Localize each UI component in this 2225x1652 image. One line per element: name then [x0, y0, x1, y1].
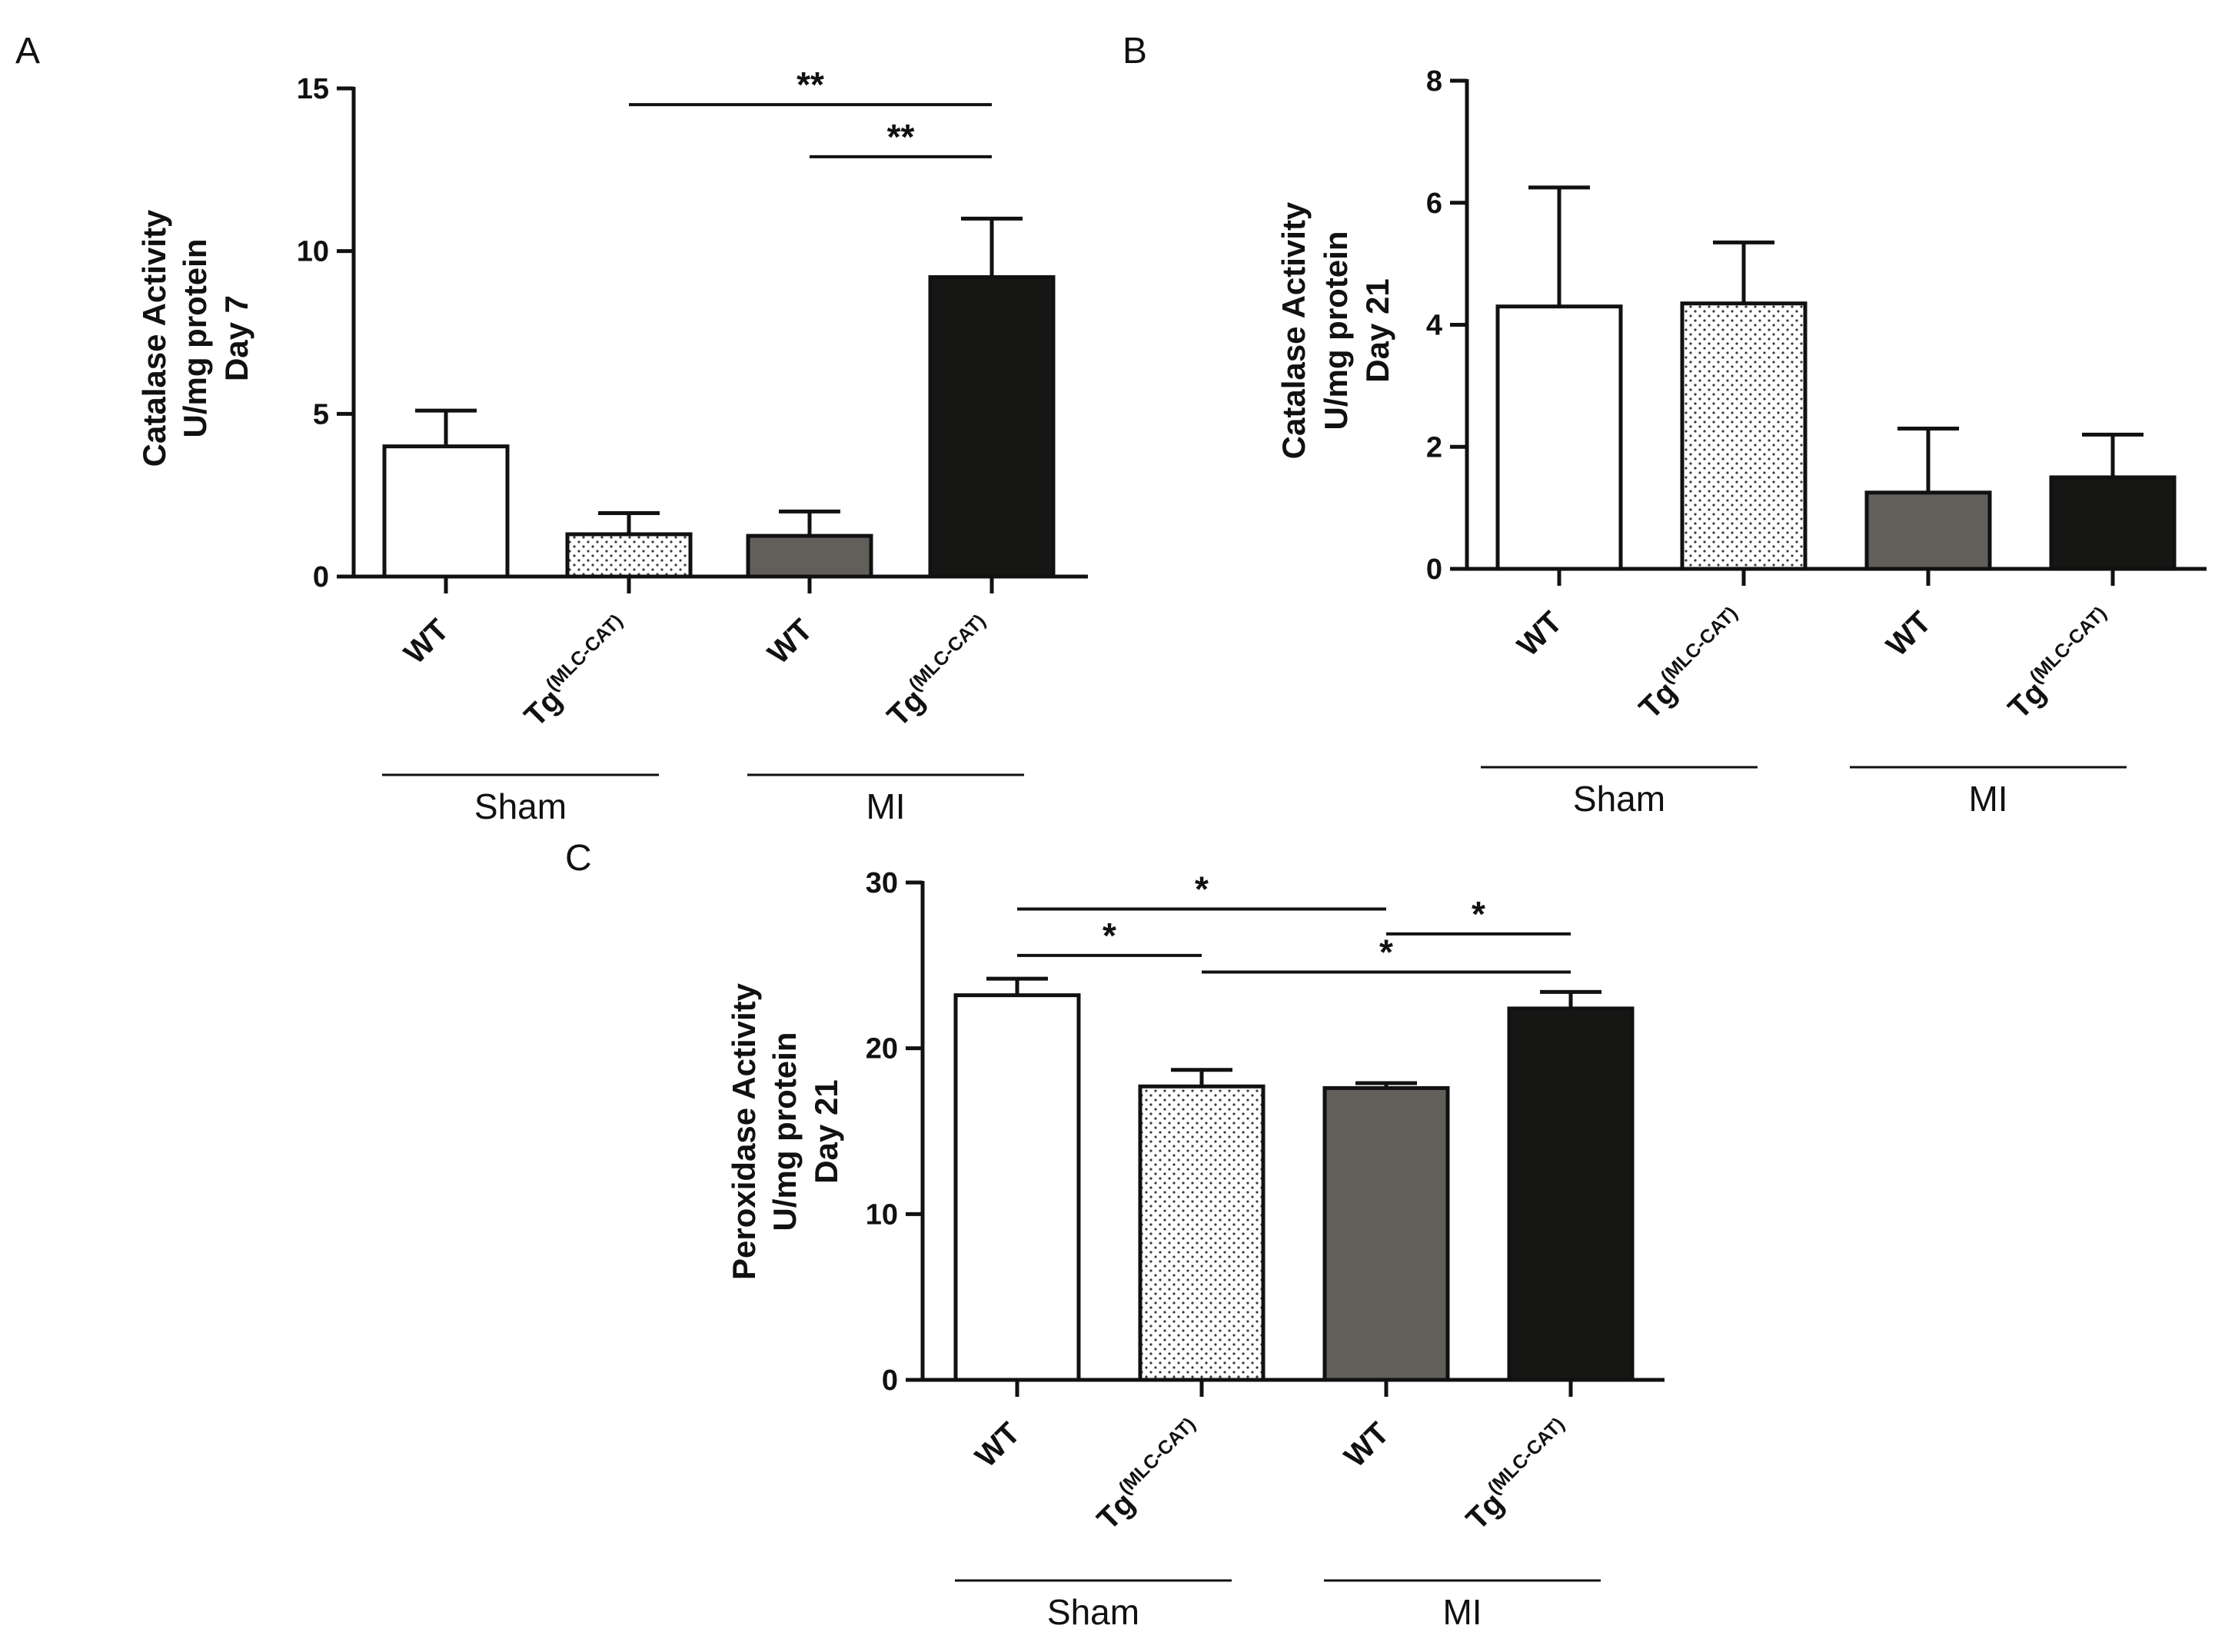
bar-c-3 [1322, 1085, 1450, 1382]
bar-c-1 [953, 993, 1081, 1382]
x-label-superscript-b-4: (MLC-CAT) [2026, 603, 2111, 688]
chart-panel-c: C Peroxidase Activity U/mg protein Day 21 0 1… [565, 838, 1665, 1632]
x-label-a-4: Tg(MLC-CAT) [878, 610, 1001, 733]
y-tick-label-c-30: 30 [866, 867, 898, 899]
x-label-name-b-1: WT [1511, 605, 1568, 663]
group-label-b-mi: MI [1968, 779, 2007, 819]
x-label-superscript-a-4: (MLC-CAT) [905, 610, 990, 696]
x-label-c-3: WT [1338, 1416, 1395, 1474]
y-axis-label-b-line-1: Catalase Activity [1275, 201, 1312, 459]
significance-label-c-3: * [1472, 894, 1485, 934]
x-label-superscript-c-2: (MLC-CAT) [1115, 1414, 1200, 1499]
x-label-superscript-c-4: (MLC-CAT) [1484, 1414, 1569, 1499]
y-tick-label-a-10: 10 [297, 236, 329, 268]
x-label-a-2: Tg(MLC-CAT) [515, 610, 638, 733]
x-label-b-1: WT [1511, 605, 1568, 663]
significance-label-a-2: ** [887, 117, 915, 157]
group-label-c-sham: Sham [1047, 1592, 1139, 1632]
group-label-b-sham: Sham [1573, 779, 1665, 819]
bar-a-2 [565, 532, 693, 579]
significance-label-c-4: * [1379, 932, 1393, 972]
x-label-name-a-3: WT [761, 613, 819, 670]
x-label-b-2: Tg(MLC-CAT) [1630, 603, 1753, 726]
x-label-b-4: Tg(MLC-CAT) [1999, 603, 2122, 726]
y-tick-label-b-2: 2 [1426, 431, 1442, 464]
x-label-c-1: WT [969, 1416, 1026, 1474]
bar-c-2 [1138, 1084, 1265, 1382]
x-label-name-c-3: WT [1338, 1416, 1395, 1474]
y-axis-label-a-line-2: U/mg protein [177, 239, 213, 438]
bar-a-4 [928, 275, 1056, 579]
panel-label-a: A [15, 31, 40, 71]
y-axis-label-b-line-2: U/mg protein [1318, 231, 1354, 430]
y-axis-label-c-line-3: Day 21 [808, 1079, 844, 1183]
bar-b-3 [1864, 490, 1992, 571]
x-label-name-c-1: WT [969, 1416, 1026, 1474]
bar-c-4 [1507, 1006, 1635, 1382]
y-axis-label-b-line-3: Day 21 [1359, 278, 1395, 382]
y-axis-label-a-line-1: Catalase Activity [136, 209, 172, 467]
y-tick-label-c-20: 20 [866, 1033, 898, 1065]
x-label-c-2: Tg(MLC-CAT) [1088, 1414, 1211, 1537]
y-axis-label-c-line-1: Peroxidase Activity [726, 982, 762, 1280]
y-tick-label-b-8: 8 [1426, 65, 1442, 98]
bar-b-1 [1495, 304, 1623, 571]
group-label-a-mi: MI [866, 786, 905, 826]
chart-panel-a: A Catalase Activity U/mg protein Day 7 0 5 10 1… [15, 31, 1088, 826]
x-label-superscript-b-2: (MLC-CAT) [1657, 603, 1742, 688]
group-label-a-sham: Sham [474, 786, 567, 826]
x-label-c-4: Tg(MLC-CAT) [1457, 1414, 1580, 1537]
y-tick-label-a-0: 0 [313, 561, 329, 593]
y-tick-label-b-4: 4 [1426, 310, 1442, 342]
x-label-b-3: WT [1880, 605, 1937, 663]
y-tick-label-a-5: 5 [313, 398, 329, 430]
bar-a-1 [382, 444, 510, 579]
y-tick-label-b-6: 6 [1426, 188, 1442, 220]
group-label-c-mi: MI [1442, 1592, 1482, 1632]
panel-label-c: C [565, 838, 592, 879]
bar-a-3 [746, 533, 873, 579]
x-label-superscript-a-2: (MLC-CAT) [542, 610, 627, 696]
x-label-a-1: WT [397, 613, 455, 670]
bar-b-4 [2049, 475, 2177, 571]
x-label-name-b-3: WT [1880, 605, 1937, 663]
significance-label-c-1: * [1195, 869, 1209, 909]
y-tick-label-a-15: 15 [297, 73, 329, 105]
y-tick-label-b-0: 0 [1426, 553, 1442, 586]
significance-label-a-1: ** [797, 65, 824, 105]
y-axis-label-a-line-3: Day 7 [218, 295, 254, 381]
y-tick-label-c-0: 0 [882, 1364, 898, 1397]
chart-panel-b: B Catalase Activity U/mg protein Day 21 0 2 4 6… [1122, 31, 2207, 819]
significance-label-c-2: * [1103, 916, 1116, 956]
y-axis-label-c-line-2: U/mg protein [767, 1032, 803, 1232]
y-tick-label-c-10: 10 [866, 1198, 898, 1231]
x-label-a-3: WT [761, 613, 819, 670]
x-label-name-a-1: WT [397, 613, 455, 670]
panel-label-b: B [1122, 31, 1147, 71]
bar-b-2 [1680, 301, 1808, 571]
